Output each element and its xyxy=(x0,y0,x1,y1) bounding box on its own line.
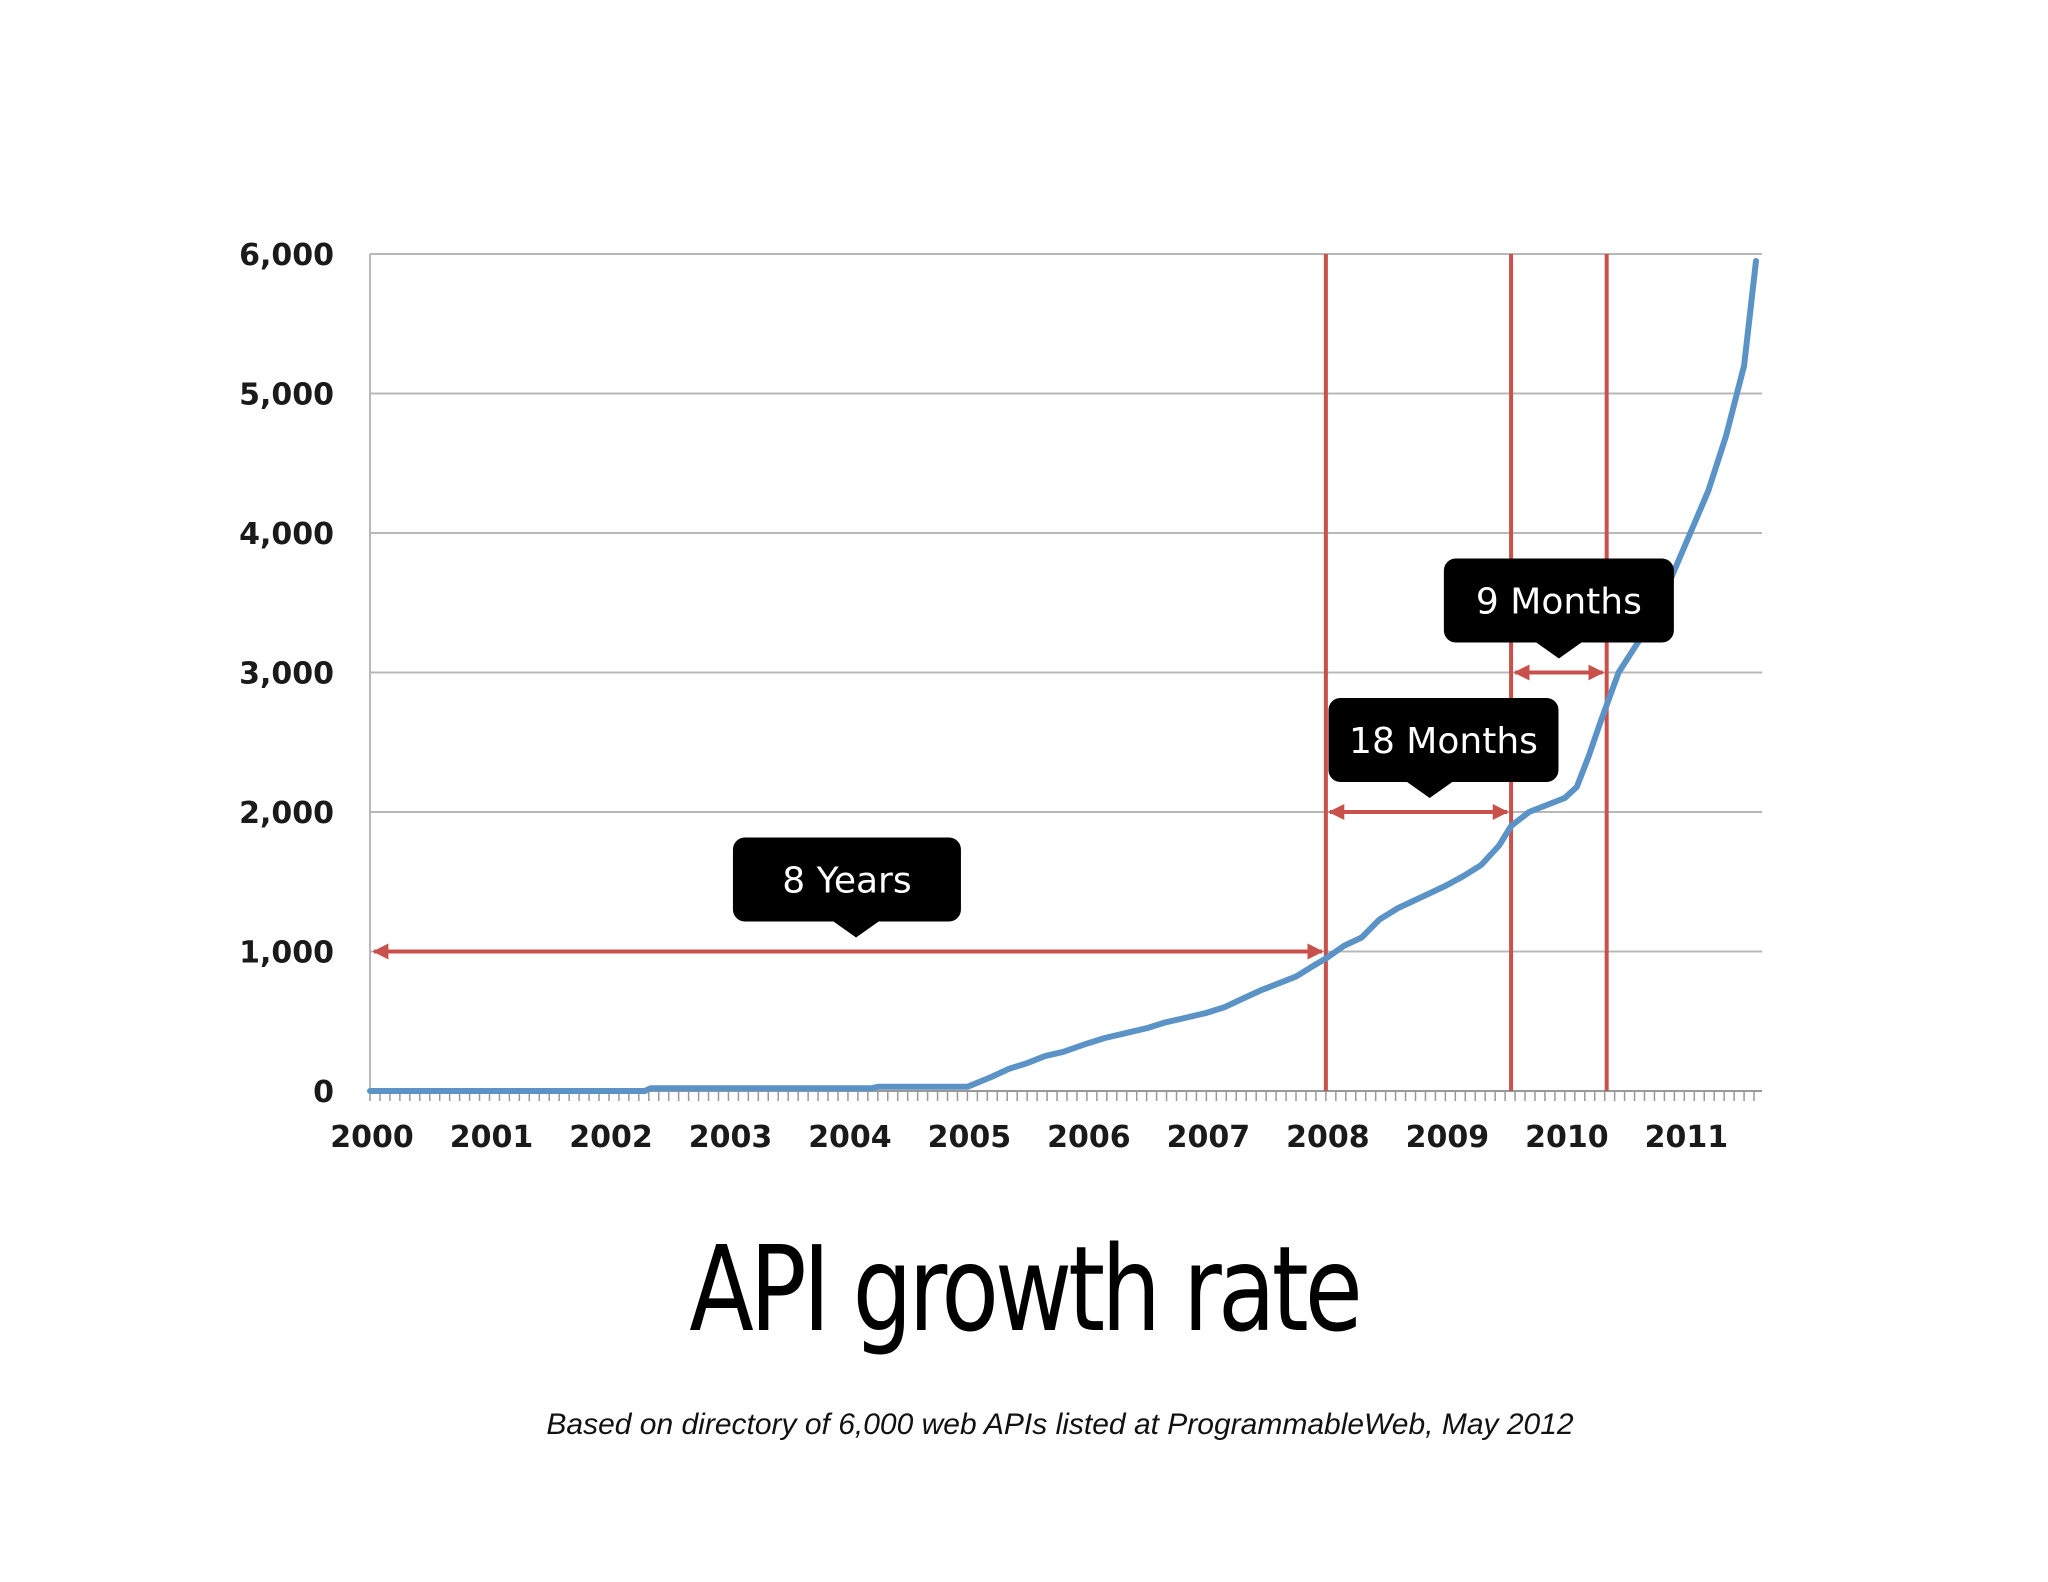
x-tick-label: 2006 xyxy=(1047,1120,1131,1155)
y-tick-label: 5,000 xyxy=(239,378,334,413)
x-tick-label: 2004 xyxy=(808,1120,892,1155)
callouts: 8 Years 18 Months 9 Months xyxy=(732,558,1674,938)
y-tick-label: 3,000 xyxy=(239,657,334,692)
callout-label: 8 Years xyxy=(782,861,911,902)
axes: 0 1,000 2,000 3,000 4,000 5,000 6,000 2000 2001 2… xyxy=(239,238,1762,1155)
x-tick-label: 2011 xyxy=(1645,1120,1729,1155)
callout-pointer xyxy=(832,920,881,938)
callout-1: 8 Years xyxy=(732,837,961,938)
span-arrows xyxy=(372,664,1605,960)
slide-title: API growth rate xyxy=(689,1220,1363,1358)
x-tick-label: 2005 xyxy=(928,1120,1012,1155)
reference-lines xyxy=(1323,254,1609,1091)
callout-label: 18 Months xyxy=(1349,721,1538,762)
callout-box xyxy=(732,837,961,922)
callout-pointer xyxy=(1534,641,1583,659)
x-tick-label: 2008 xyxy=(1286,1120,1370,1155)
callout-pointer xyxy=(1405,781,1454,798)
x-tick-label: 2002 xyxy=(569,1120,653,1155)
x-tick-label: 2001 xyxy=(450,1120,534,1155)
y-tick-label: 6,000 xyxy=(239,238,334,273)
slide-caption: Based on directory of 6,000 web APIs lis… xyxy=(546,1408,1574,1441)
x-tick-label: 2007 xyxy=(1167,1120,1251,1155)
series-layer xyxy=(367,258,1759,1094)
callout-3: 9 Months xyxy=(1443,558,1674,659)
callout-box xyxy=(1443,558,1674,643)
x-tick-label: 2009 xyxy=(1406,1120,1490,1155)
callout-label: 9 Months xyxy=(1476,582,1642,623)
y-tick-label: 0 xyxy=(313,1075,334,1110)
y-tick-label: 1,000 xyxy=(239,936,334,971)
series-line xyxy=(367,258,1759,1094)
x-tick-label: 2000 xyxy=(330,1120,414,1155)
y-tick-label: 4,000 xyxy=(239,517,334,552)
gridlines xyxy=(370,253,1762,953)
x-tick-label: 2003 xyxy=(689,1120,773,1155)
y-tick-label: 2,000 xyxy=(239,796,334,831)
x-tick-label: 2010 xyxy=(1525,1120,1609,1155)
callout-2: 18 Months xyxy=(1328,698,1559,798)
callout-box xyxy=(1328,698,1559,782)
